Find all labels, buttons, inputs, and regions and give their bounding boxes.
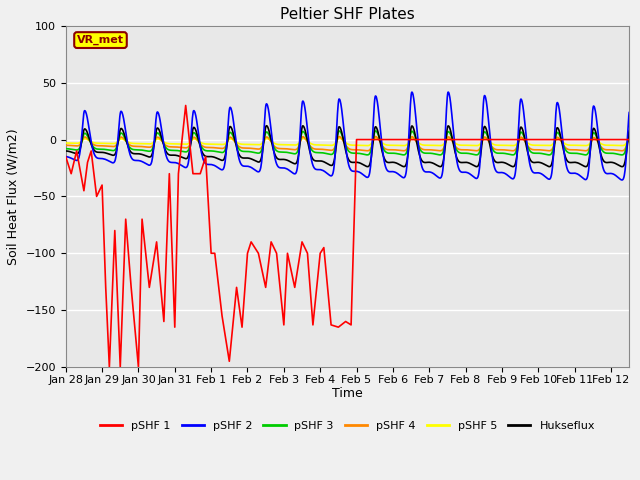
Title: Peltier SHF Plates: Peltier SHF Plates — [280, 7, 415, 22]
pSHF 1 — [122, 216, 129, 222]
pSHF 1 — [182, 103, 189, 108]
pSHF 1 — [106, 364, 113, 370]
pSHF 1 — [625, 137, 633, 143]
pSHF 4 — [323, 147, 330, 153]
pSHF 5 — [372, 135, 380, 141]
pSHF 3 — [625, 131, 633, 137]
Hukseflux — [262, 123, 270, 129]
Hukseflux — [106, 151, 113, 157]
pSHF 4 — [312, 146, 320, 152]
pSHF 2 — [618, 177, 626, 183]
pSHF 4 — [106, 144, 113, 149]
Hukseflux — [625, 128, 633, 133]
Hukseflux — [62, 148, 70, 154]
pSHF 5 — [301, 136, 308, 142]
pSHF 5 — [62, 140, 70, 146]
pSHF 2 — [106, 158, 113, 164]
Hukseflux — [618, 164, 626, 169]
pSHF 5 — [129, 141, 136, 146]
pSHF 4 — [383, 146, 390, 152]
pSHF 3 — [618, 152, 625, 158]
pSHF 2 — [383, 166, 390, 172]
pSHF 3 — [129, 146, 136, 152]
pSHF 3 — [323, 151, 330, 156]
Hukseflux — [323, 161, 331, 167]
pSHF 4 — [625, 135, 633, 141]
Line: pSHF 5: pSHF 5 — [66, 138, 629, 145]
pSHF 5 — [106, 141, 113, 146]
pSHF 2 — [129, 156, 136, 162]
pSHF 2 — [301, 105, 308, 110]
pSHF 3 — [383, 150, 390, 156]
pSHF 3 — [106, 147, 113, 153]
pSHF 2 — [323, 170, 330, 176]
Line: pSHF 4: pSHF 4 — [66, 136, 629, 151]
Hukseflux — [313, 158, 321, 164]
pSHF 4 — [62, 143, 70, 148]
Text: VR_met: VR_met — [77, 35, 124, 45]
Line: pSHF 2: pSHF 2 — [66, 92, 629, 180]
Line: pSHF 1: pSHF 1 — [66, 106, 629, 367]
Line: pSHF 3: pSHF 3 — [66, 131, 629, 155]
pSHF 4 — [618, 148, 625, 154]
pSHF 4 — [301, 135, 308, 141]
pSHF 4 — [372, 133, 380, 139]
pSHF 5 — [618, 143, 625, 148]
pSHF 3 — [301, 131, 308, 136]
pSHF 2 — [62, 154, 70, 159]
pSHF 4 — [129, 143, 136, 149]
pSHF 2 — [625, 109, 633, 115]
Line: Hukseflux: Hukseflux — [66, 126, 629, 167]
pSHF 1 — [247, 239, 255, 245]
Hukseflux — [383, 159, 390, 165]
pSHF 3 — [62, 146, 70, 152]
pSHF 1 — [273, 251, 280, 256]
pSHF 3 — [312, 150, 320, 156]
pSHF 5 — [383, 142, 390, 148]
pSHF 5 — [312, 142, 320, 148]
pSHF 1 — [175, 171, 182, 177]
pSHF 1 — [134, 364, 142, 370]
pSHF 2 — [312, 167, 320, 172]
Legend: pSHF 1, pSHF 2, pSHF 3, pSHF 4, pSHF 5, Hukseflux: pSHF 1, pSHF 2, pSHF 3, pSHF 4, pSHF 5, … — [95, 417, 599, 436]
Hukseflux — [129, 150, 136, 156]
Y-axis label: Soil Heat Flux (W/m2): Soil Heat Flux (W/m2) — [7, 128, 20, 265]
pSHF 1 — [371, 137, 378, 143]
pSHF 2 — [408, 89, 416, 95]
pSHF 3 — [372, 128, 380, 134]
pSHF 1 — [62, 154, 70, 159]
Hukseflux — [301, 128, 309, 133]
X-axis label: Time: Time — [332, 387, 363, 400]
pSHF 5 — [323, 143, 330, 148]
pSHF 5 — [625, 136, 633, 142]
